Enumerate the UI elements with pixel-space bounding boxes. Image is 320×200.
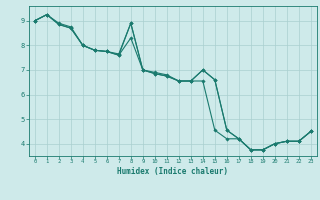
X-axis label: Humidex (Indice chaleur): Humidex (Indice chaleur) <box>117 167 228 176</box>
